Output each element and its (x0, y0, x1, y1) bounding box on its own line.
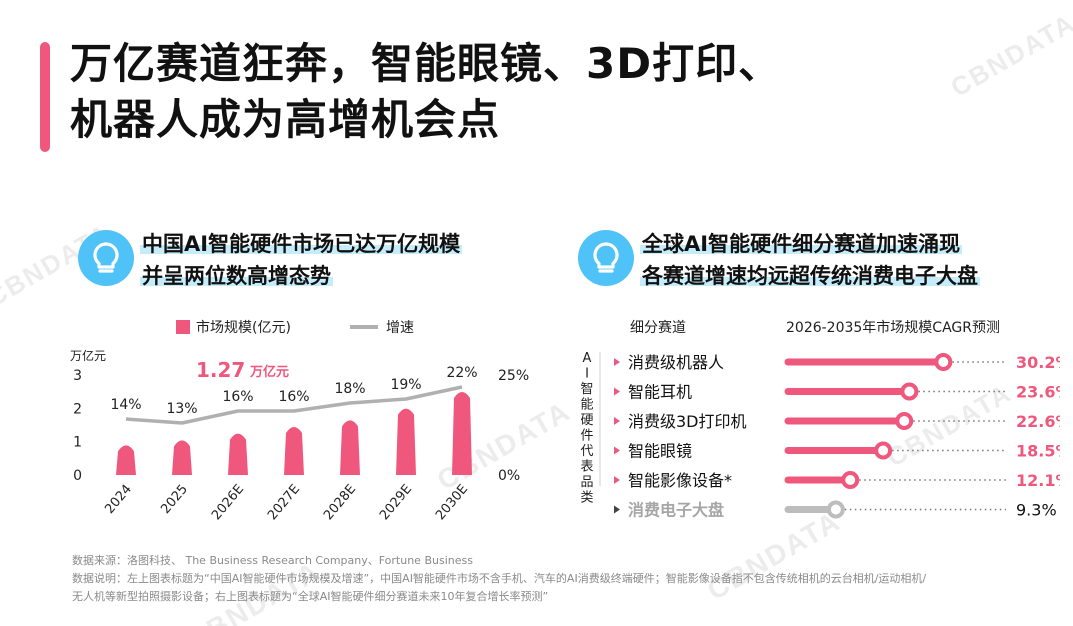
row-marker-icon (614, 476, 620, 484)
row-marker-icon (614, 387, 620, 396)
right-heading-line2: 各赛道增速均远超传统消费电子大盘 (640, 264, 980, 288)
legend-line-label: 增速 (386, 320, 414, 336)
footnotes: 数据来源：洛图科技、 The Business Research Company… (72, 552, 926, 606)
growth-label: 13% (166, 401, 197, 417)
y-tick-label: 0 (73, 468, 82, 484)
cagr-value: 9.3% (1016, 501, 1057, 520)
x-tick-label: 2028E (321, 482, 359, 523)
left-heading-line1: 中国AI智能硬件市场已达万亿规模 (140, 232, 463, 256)
segment-label: 消费级3D打印机 (628, 412, 747, 431)
bar (340, 420, 360, 475)
y-tick-label: 2 (73, 401, 82, 417)
right-panel-heading: 全球AI智能硬件细分赛道加速涌现 各赛道增速均远超传统消费电子大盘 (640, 228, 980, 292)
x-tick-label: 2025 (158, 482, 191, 517)
bar (228, 433, 248, 475)
cagr-dot (900, 382, 919, 401)
growth-label: 16% (278, 389, 309, 405)
callout-value: 1.27 (196, 358, 245, 382)
row-marker-icon (614, 505, 620, 514)
cagr-dot (826, 500, 845, 519)
bar (284, 427, 304, 475)
x-tick-label: 2029E (377, 482, 415, 523)
lightbulb-icon (78, 230, 134, 286)
column-header-cagr: 2026-2035年市场规模CAGR预测 (786, 319, 1000, 336)
row-marker-icon (614, 417, 620, 425)
right-heading-line1: 全球AI智能硬件细分赛道加速涌现 (640, 232, 963, 256)
bar (116, 445, 136, 475)
group-label-text: A I 智能硬件代表品类 (580, 351, 593, 506)
cagr-chart: 细分赛道 2026-2035年市场规模CAGR预测 A I 智能硬件代表品类 消费级… (580, 319, 1060, 520)
page-title-line1: 万亿赛道狂奔，智能眼镜、3D打印、 (70, 39, 782, 88)
row-marker-icon (614, 358, 620, 366)
growth-label: 16% (222, 389, 253, 405)
title-accent-bar (40, 42, 50, 152)
cagr-value: 12.1% (1016, 471, 1060, 490)
y-axis-unit: 万亿元 (70, 348, 106, 363)
x-tick-label: 2030E (433, 482, 471, 523)
page-title: 万亿赛道狂奔，智能眼镜、3D打印、 机器人成为高增机会点 (70, 36, 781, 148)
cagr-dot (895, 412, 914, 430)
cagr-value: 30.2% (1016, 353, 1060, 372)
callout-unit: 万亿元 (249, 364, 289, 380)
bar (172, 440, 192, 475)
segment-label: 消费级机器人 (628, 353, 724, 372)
cagr-dot (874, 441, 893, 460)
growth-label: 19% (390, 377, 421, 393)
growth-label: 14% (110, 397, 141, 413)
column-header-segment: 细分赛道 (630, 320, 686, 336)
segment-label: 智能影像设备* (628, 471, 732, 490)
cagr-value: 22.6% (1016, 412, 1060, 431)
legend-bar-swatch (176, 320, 190, 334)
lightbulb-icon (578, 230, 634, 286)
cagr-dot (841, 471, 860, 489)
y-tick-label: 1 (73, 435, 82, 451)
watermark: CBNDATA (945, 7, 1073, 103)
y2-tick-label: 0% (498, 468, 520, 484)
x-tick-label: 2026E (209, 482, 247, 523)
segment-label: 智能眼镜 (628, 442, 692, 461)
y2-tick-label: 25% (498, 368, 529, 384)
cagr-value: 18.5% (1016, 442, 1060, 461)
x-tick-label: 2024 (102, 482, 135, 517)
growth-label: 18% (334, 381, 365, 397)
left-heading-line2: 并呈两位数高增态势 (140, 264, 333, 288)
bar (452, 392, 472, 475)
segment-label: 智能耳机 (628, 383, 692, 402)
footnote-sources: 数据来源：洛图科技、 The Business Research Company… (72, 554, 473, 567)
growth-line (125, 385, 463, 425)
footnote-notes: 数据说明：左上图表标题为“中国AI智能硬件市场规模及增速”，中国AI智能硬件市场… (72, 572, 927, 585)
y-tick-label: 3 (73, 368, 82, 384)
market-size-chart: 市场规模(亿元) 增速 万亿元 1.27 万亿元 0 1 2 3 0% 25% 14% 13%… (70, 319, 529, 523)
growth-label: 22% (446, 365, 477, 381)
left-panel-heading: 中国AI智能硬件市场已达万亿规模 并呈两位数高增态势 (140, 228, 463, 292)
cagr-dot (934, 353, 953, 371)
segment-label: 消费电子大盘 (628, 501, 724, 520)
cagr-value: 23.6% (1016, 383, 1060, 402)
bar (396, 408, 416, 475)
group-label: A I 智能硬件代表品类 (580, 351, 593, 506)
x-tick-label: 2027E (265, 482, 303, 523)
page-title-line2: 机器人成为高增机会点 (70, 95, 501, 144)
row-marker-icon (614, 446, 620, 455)
legend-bar-label: 市场规模(亿元) (196, 319, 291, 336)
footnote-notes-cont: 无人机等新型拍照摄影设备；右上图表标题为“全球AI智能硬件细分赛道未来10年复合… (72, 590, 549, 603)
